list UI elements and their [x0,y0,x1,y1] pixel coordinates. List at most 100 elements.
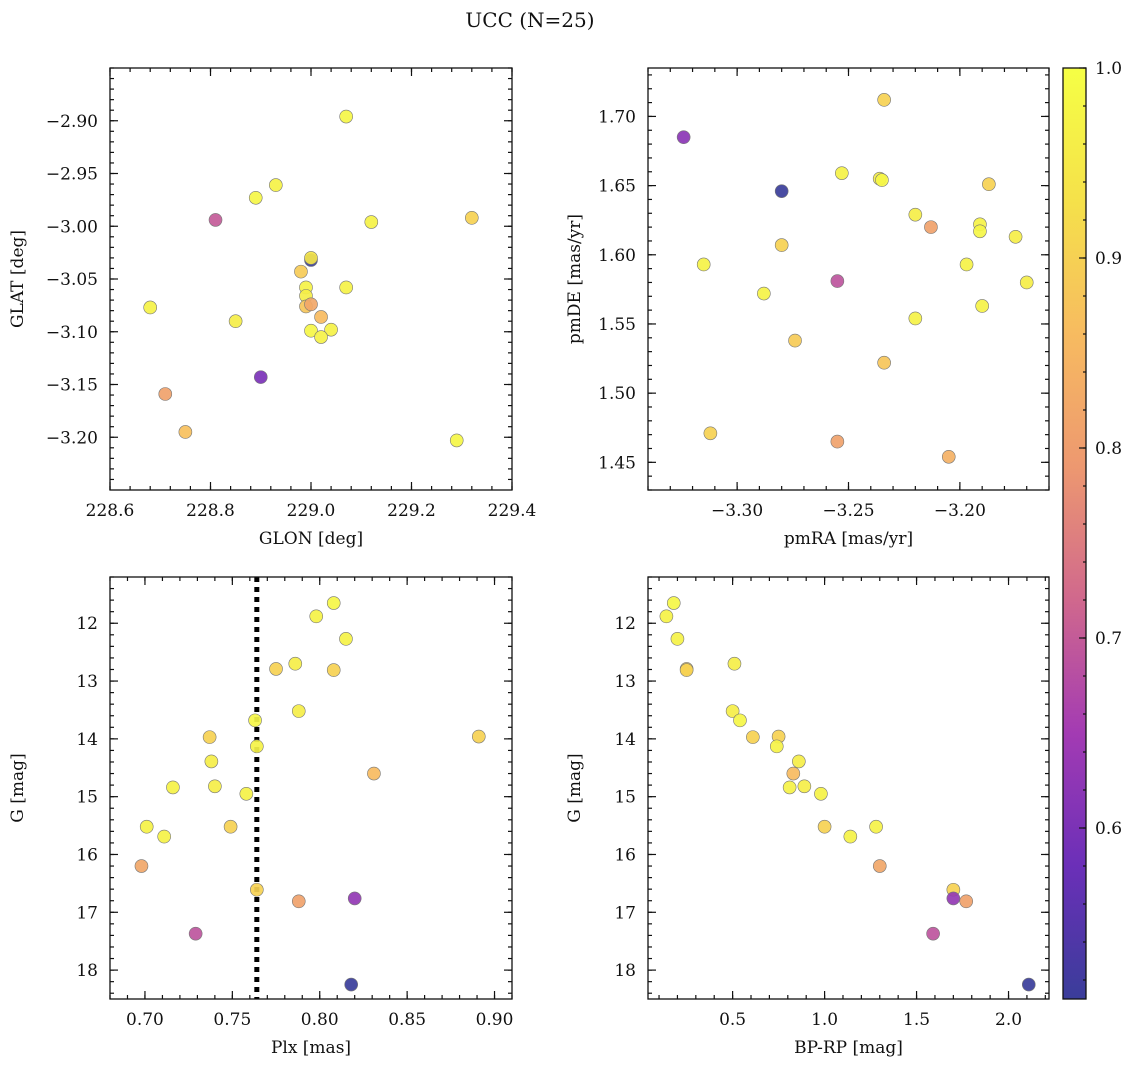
y-tick-label: 1.45 [598,453,636,473]
minor-ticks [648,576,1049,999]
scatter-point [250,739,264,754]
scatter-point [471,729,486,744]
x-tick-label: 229.0 [287,501,336,521]
x-tick-label: 0.75 [213,1010,251,1030]
scatter-point [982,177,996,192]
x-axis-label: Plx [mas] [271,1038,351,1058]
scatter-point [746,730,760,744]
scatter-point [830,434,845,449]
colorbar-tick-label: 1.0 [1095,59,1122,79]
scatter-point [143,300,157,315]
y-axis-label: pmDE [mas/yr] [565,214,585,344]
scatter-point [946,891,961,906]
scatter-point [774,238,789,252]
y-axis-label: G [mag] [565,753,585,822]
colorbar: 0.6 0.7 0.8 0.9 1.0 [1062,59,1122,1000]
y-tick-label: −3.00 [46,217,98,237]
scatter-point [733,713,747,728]
scatter-point [208,779,222,794]
scatter-point [782,780,797,795]
x-tick-label: 1.5 [903,1010,930,1030]
panel-3: 0.70 0.75 0.80 0.85 0.90 12 13 14 15 16 17 18 Plx [m… [8,576,513,1058]
scatter-point [157,829,171,844]
y-tick-label: 15 [76,788,98,808]
scatter-point [703,426,718,441]
scatter-point [817,819,832,834]
x-tick-label: 228.8 [186,501,235,521]
y-axis-label: GLAT [deg] [8,230,28,328]
scatter-point [926,926,940,941]
figure-title: UCC (N=25) [465,8,594,32]
y-tick-label: 1.60 [598,246,636,266]
scatter-point [326,663,341,677]
scatter-point [725,704,740,718]
minor-ticks [647,68,1050,491]
y-tick-label: −3.10 [46,323,98,343]
scatter-point [973,224,987,239]
scatter-point [339,109,353,124]
scatter-point [869,819,883,834]
scatter-point [314,330,328,344]
scatter-point [347,891,362,906]
scatter-point [324,322,338,337]
scatter-point [344,977,359,992]
x-tick-label: 0.85 [388,1010,426,1030]
scatter-point [291,704,306,718]
colorbar-tick-label: 0.9 [1095,249,1122,269]
scatter-point [814,786,828,801]
axes-frame [109,67,513,491]
scatter-point [166,780,180,795]
scatter-points [134,596,486,992]
x-tick-label: −3.20 [934,501,986,521]
y-tick-label: 1.50 [598,384,636,404]
scatter-point [158,387,173,401]
colorbar-tick-label: 0.6 [1095,819,1122,839]
scatter-point [843,829,858,844]
scatter-point [941,449,956,464]
x-tick-label: 0.70 [126,1010,164,1030]
scatter-point [830,274,845,288]
scatter-point [872,859,887,873]
scatter-point [975,299,989,313]
y-tick-label: 17 [76,903,98,923]
x-axis-label: BP-RP [mag] [794,1038,903,1058]
y-tick-label: 13 [76,672,98,692]
scatter-point [449,433,464,448]
colorbar-tick-label: 0.8 [1095,439,1122,459]
scatter-point [679,663,694,677]
scatter-point [304,297,318,312]
y-tick-label: 17 [614,903,636,923]
y-tick-label: 16 [76,845,98,865]
scatter-point [769,739,784,754]
scatter-point [204,754,219,769]
scatter-point [269,662,283,676]
scatter-point [959,257,974,272]
colorbar-tick-label: 0.7 [1095,629,1122,649]
x-tick-label: −3.25 [822,501,874,521]
panel-4: 0.5 1.0 1.5 2.0 12 13 14 15 16 17 18 BP-RP [mag] G [… [565,576,1050,1058]
scatter-point [364,215,379,229]
y-tick-label: 15 [614,788,636,808]
scatter-point [464,211,479,225]
scatter-point [314,310,328,324]
scatter-point [291,894,306,909]
scatter-point [250,882,264,897]
scatter-point [202,730,217,744]
axes-frame [109,576,513,1000]
scatter-point [253,370,268,384]
x-tick-label: 0.80 [301,1010,339,1030]
scatter-point [676,130,691,144]
scatter-point [786,766,801,781]
scatter-point [670,632,685,646]
panels: 228.6 228.8 229.0 229.2 229.4 −2.90 −2.95 −3.00… [8,67,1050,1058]
scatter-point [294,264,308,279]
colorbar-gradient [1063,68,1086,999]
scatter-point [908,207,923,222]
x-axis-label: pmRA [mas/yr] [784,529,913,549]
y-tick-label: −3.05 [46,270,98,290]
minor-ticks [109,67,513,490]
y-tick-label: −2.95 [46,165,98,185]
scatter-point [178,425,193,439]
scatter-point [792,754,806,769]
